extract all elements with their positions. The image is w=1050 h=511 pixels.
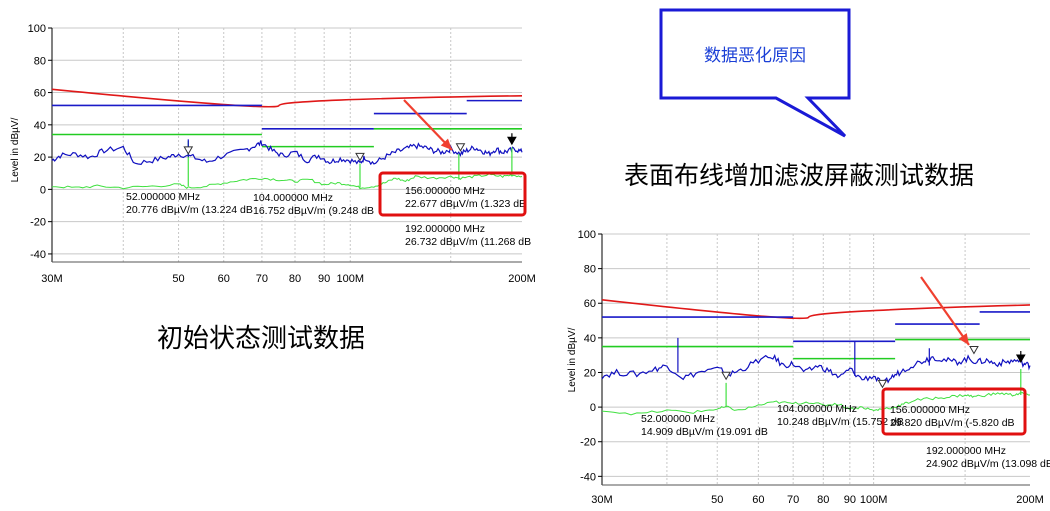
- marker-level-label: 29.820 dBµV/m (-5.820 dB: [890, 417, 1015, 429]
- y-tick-label: 20: [34, 152, 46, 164]
- x-tick-label: 90: [318, 273, 330, 285]
- y-tick-label: 80: [34, 55, 46, 67]
- x-tick-label: 200M: [1016, 494, 1044, 506]
- trace-green: [601, 391, 1030, 416]
- marker-filled: [1015, 354, 1026, 364]
- annotation-overlay: 数据恶化原因: [659, 8, 851, 138]
- marker-level-label: 20.776 dBµV/m (13.224 dB: [126, 204, 253, 216]
- y-axis-label: Level in dBµV/: [567, 327, 578, 392]
- marker-open: [183, 146, 194, 155]
- x-tick-label: 60: [752, 494, 764, 506]
- x-tick-label: 80: [289, 273, 301, 285]
- initial-emission-chart: 100 80 60 40 20 0 -20 -40 30M 50 60 70 80 90 100M 200M L…: [10, 23, 536, 285]
- marker-frequency-label: 192.000000 MHz: [926, 445, 1006, 457]
- x-tick-label: 30M: [41, 273, 62, 285]
- marker-frequency-label: 52.000000 MHz: [126, 191, 200, 203]
- marker-level-label: 10.248 dBµV/m (15.752 dB: [777, 416, 904, 428]
- marker-frequency-label: 156.000000 MHz: [890, 404, 970, 416]
- marker-frequency-label: 156.000000 MHz: [405, 185, 485, 197]
- x-tick-label: 50: [711, 494, 723, 506]
- marker-frequency-label: 104.000000 MHz: [777, 403, 857, 415]
- y-tick-label: -20: [30, 217, 46, 229]
- y-tick-label: 40: [34, 120, 46, 132]
- y-tick-label: 20: [584, 367, 596, 379]
- highlight-box: [881, 387, 1027, 436]
- improved-emission-chart: 100 80 60 40 20 0 -20 -40 30M 50 60 70 80 90 100M 200M L…: [567, 229, 1050, 506]
- x-tick-label: 100M: [337, 273, 365, 285]
- y-tick-label: -40: [30, 249, 46, 261]
- marker-open: [877, 379, 888, 389]
- marker-open: [721, 371, 731, 381]
- highlight-box: [378, 171, 527, 217]
- x-tick-label: 50: [172, 273, 184, 285]
- y-tick-label: 0: [590, 402, 596, 414]
- initial-state-caption: 初始状态测试数据: [157, 324, 366, 354]
- marker-level-label: 26.732 dBµV/m (11.268 dB: [405, 236, 531, 248]
- marker-open: [969, 345, 979, 355]
- x-tick-label: 70: [256, 273, 268, 285]
- x-tick-label: 90: [844, 494, 856, 506]
- y-tick-label: 60: [584, 298, 596, 310]
- y-tick-label: 100: [28, 23, 46, 35]
- y-tick-label: 0: [40, 184, 46, 196]
- marker-frequency-label: 104.000000 MHz: [253, 192, 333, 204]
- marker-frequency-label: 192.000000 MHz: [405, 223, 485, 235]
- y-tick-label: 80: [584, 264, 596, 276]
- marker-frequency-label: 52.000000 MHz: [641, 413, 715, 425]
- marker-level-label: 14.909 dBµV/m (19.091 dB: [641, 426, 768, 438]
- y-tick-label: 60: [34, 88, 46, 100]
- pointer-arrowhead: [958, 333, 969, 345]
- x-tick-label: 200M: [508, 273, 536, 285]
- y-tick-label: 40: [584, 333, 596, 345]
- y-tick-label: 100: [578, 229, 596, 241]
- pointer-arrow: [920, 276, 970, 346]
- callout-bubble: [659, 8, 851, 138]
- marker-open: [455, 143, 466, 152]
- x-tick-label: 70: [787, 494, 799, 506]
- marker-level-label: 22.677 dBµV/m (1.323 dB: [405, 198, 526, 210]
- y-tick-label: -40: [580, 471, 596, 483]
- x-tick-label: 100M: [860, 494, 888, 506]
- callout-text: 数据恶化原因: [704, 46, 806, 66]
- x-tick-label: 60: [218, 273, 230, 285]
- marker-level-label: 16.752 dBµV/m (9.248 dB: [253, 205, 374, 217]
- y-axis-label: Level in dBµV/: [10, 117, 21, 182]
- improved-state-caption: 表面布线增加滤波屏蔽测试数据: [624, 161, 975, 190]
- y-tick-label: -20: [580, 437, 596, 449]
- trace-blue: [51, 140, 523, 166]
- marker-level-label: 24.902 dBµV/m (13.098 dB: [926, 458, 1050, 470]
- limit-curve-red: [51, 88, 523, 108]
- x-tick-label: 30M: [591, 494, 612, 506]
- trace-blue: [601, 354, 1031, 386]
- trace-green: [51, 173, 523, 190]
- limit-curve-red: [601, 298, 1031, 320]
- marker-filled: [507, 136, 517, 146]
- pointer-arrow: [403, 99, 453, 151]
- pointer-arrowhead: [440, 138, 452, 150]
- x-tick-label: 80: [817, 494, 829, 506]
- marker-open: [355, 152, 365, 162]
